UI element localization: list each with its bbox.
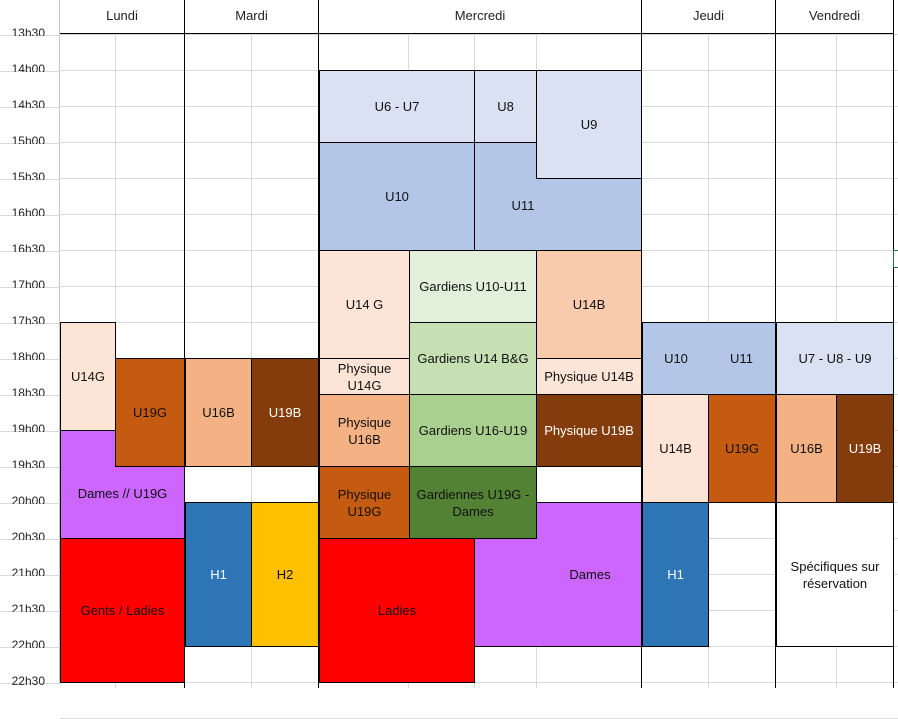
time-label: 17h00 [0,252,60,291]
time-label: 14h30 [0,72,60,111]
block-lun-gents-ladies[interactable]: Gents / Ladies [60,538,185,683]
time-label: 18h30 [0,360,60,399]
time-label: 17h30 [0,288,60,327]
time-label: 19h00 [0,396,60,435]
block-mer-gardiens-u14[interactable]: Gardiens U14 B&G [409,322,537,395]
block-mer-u11-label: U11 [511,198,535,213]
time-label: 22h00 [0,612,60,651]
block-jeu-h1[interactable]: H1 [642,502,709,647]
block-mar-h1[interactable]: H1 [185,502,252,647]
day-separator [184,0,185,688]
block-mer-u8[interactable]: U8 [474,70,537,143]
block-mer-dames[interactable] [474,502,642,647]
time-label: 14h00 [0,36,60,75]
time-label: 22h30 [0,648,60,687]
block-jeu-u11[interactable]: U11 [708,322,776,395]
block-mar-u19b[interactable]: U19B [251,358,319,467]
time-label: 15h30 [0,144,60,183]
day-header-vendredi: Vendredi [776,0,894,34]
block-mer-physique-u19b[interactable]: Physique U19B [536,394,642,467]
grid-row-line [60,34,898,35]
block-jeu-u19g[interactable]: U19G [708,394,776,503]
block-mar-u16b[interactable]: U16B [185,358,252,467]
day-separator [318,0,319,688]
block-mer-gardiens-u10-u11[interactable]: Gardiens U10-U11 [409,250,537,323]
block-mer-physique-u14g[interactable]: Physique U14G [319,358,410,395]
day-header-mercredi: Mercredi [319,0,642,34]
time-label: 15h00 [0,108,60,147]
block-mer-dames-label: Dames [569,567,611,582]
block-mer-gardiens-u16-u19[interactable]: Gardiens U16-U19 [409,394,537,467]
block-mer-u14-g[interactable]: U14 G [319,250,410,359]
block-mer-physique-u19g[interactable]: Physique U19G [319,466,410,539]
block-mer-gardiennes-u19g-dames[interactable]: Gardiennes U19G - Dames [409,466,537,539]
time-label: 21h30 [0,576,60,615]
time-label: 21h00 [0,540,60,579]
block-mer-u11[interactable] [474,142,642,251]
time-label: 16h00 [0,180,60,219]
time-label: 19h30 [0,432,60,471]
block-mar-h2[interactable]: H2 [251,502,319,647]
block-mer-ladies[interactable]: Ladies [319,538,475,683]
time-label: 16h30 [0,216,60,255]
block-lun-dames-u19g-label: Dames // U19G [77,486,168,501]
block-lun-dames-u19g[interactable] [60,430,185,539]
block-mer-u6-u7[interactable]: U6 - U7 [319,70,475,143]
block-jeu-u14b[interactable]: U14B [642,394,709,503]
block-ven-u16b[interactable]: U16B [776,394,837,503]
block-mer-physique-u16b[interactable]: Physique U16B [319,394,410,467]
block-ven-u19b[interactable]: U19B [836,394,894,503]
time-label: 18h00 [0,324,60,363]
block-jeu-u10[interactable]: U10 [642,322,709,395]
day-header-lundi: Lundi [60,0,185,34]
block-lun-u19g[interactable]: U19G [115,358,185,467]
cell-selection-marker [893,250,898,268]
time-label: 20h00 [0,468,60,507]
time-label: 20h30 [0,504,60,543]
block-mer-u10[interactable]: U10 [319,142,475,251]
block-ven-u7-u8-u9[interactable]: U7 - U8 - U9 [776,322,894,395]
time-label: 13h30 [0,0,60,39]
day-header-jeudi: Jeudi [642,0,776,34]
block-lun-u14g[interactable]: U14G [60,322,116,431]
block-ven-specifiques[interactable]: Spécifiques sur réservation [776,502,894,647]
day-header-mardi: Mardi [185,0,319,34]
grid-row-line [60,682,898,683]
block-mer-u14b[interactable]: U14B [536,250,642,359]
block-mer-physique-u14b[interactable]: Physique U14B [536,358,642,395]
block-mer-u9[interactable]: U9 [536,70,642,179]
